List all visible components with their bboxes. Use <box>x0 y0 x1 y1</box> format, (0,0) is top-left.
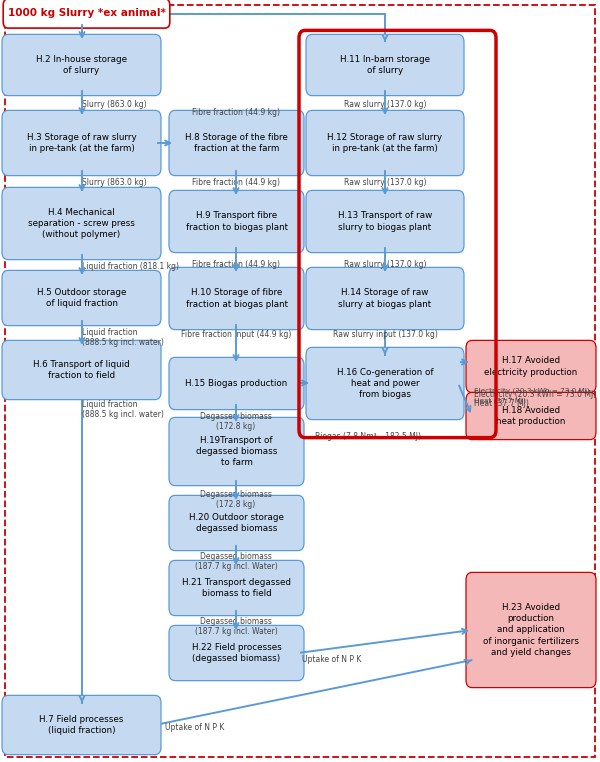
Text: Raw slurry (137.0 kg): Raw slurry (137.0 kg) <box>344 100 426 109</box>
FancyBboxPatch shape <box>306 267 464 330</box>
Text: Heat (37.7 MJ): Heat (37.7 MJ) <box>474 398 526 405</box>
Text: H.5 Outdoor storage
of liquid fraction: H.5 Outdoor storage of liquid fraction <box>37 288 126 308</box>
Text: Raw slurry input (137.0 kg): Raw slurry input (137.0 kg) <box>332 330 437 339</box>
FancyBboxPatch shape <box>169 267 304 330</box>
Text: H.6 Transport of liquid
fraction to field: H.6 Transport of liquid fraction to fiel… <box>33 360 130 380</box>
Text: H.13 Transport of raw
slurry to biogas plant: H.13 Transport of raw slurry to biogas p… <box>338 211 432 232</box>
Text: H.4 Mechanical
separation - screw press
(without polymer): H.4 Mechanical separation - screw press … <box>28 208 135 239</box>
FancyBboxPatch shape <box>169 560 304 616</box>
FancyBboxPatch shape <box>169 418 304 485</box>
FancyBboxPatch shape <box>306 347 464 420</box>
Text: Degassed biomass
(172.8 kg): Degassed biomass (172.8 kg) <box>200 412 272 431</box>
Text: Electricity (20.3 kWh = 73.0 MJ): Electricity (20.3 kWh = 73.0 MJ) <box>474 388 590 395</box>
Text: H.10 Storage of fibre
fraction at biogas plant: H.10 Storage of fibre fraction at biogas… <box>185 289 287 309</box>
Text: Fibre fraction input (44.9 kg): Fibre fraction input (44.9 kg) <box>181 330 291 339</box>
FancyBboxPatch shape <box>169 110 304 175</box>
FancyBboxPatch shape <box>2 271 161 325</box>
Text: H.3 Storage of raw slurry
in pre-tank (at the farm): H.3 Storage of raw slurry in pre-tank (a… <box>26 133 136 153</box>
Text: Fibre fraction (44.9 kg): Fibre fraction (44.9 kg) <box>192 178 280 187</box>
Text: Biogas (7.8 Nm³ – 182.5 MJ): Biogas (7.8 Nm³ – 182.5 MJ) <box>315 432 421 441</box>
FancyBboxPatch shape <box>169 357 304 410</box>
Text: H.9 Transport fibre
fraction to biogas plant: H.9 Transport fibre fraction to biogas p… <box>185 211 287 232</box>
Text: Uptake of N P K: Uptake of N P K <box>302 655 361 664</box>
FancyBboxPatch shape <box>169 190 304 253</box>
Text: H.12 Storage of raw slurry
in pre-tank (at the farm): H.12 Storage of raw slurry in pre-tank (… <box>328 133 442 153</box>
Text: Slurry (863.0 kg): Slurry (863.0 kg) <box>82 178 146 187</box>
Text: Liquid fraction
(888.5 kg incl. water): Liquid fraction (888.5 kg incl. water) <box>82 400 164 419</box>
FancyBboxPatch shape <box>2 696 161 754</box>
Text: Raw slurry (137.0 kg): Raw slurry (137.0 kg) <box>344 260 426 269</box>
Text: Degassed biomass
(187.7 kg incl. Water): Degassed biomass (187.7 kg incl. Water) <box>194 552 277 572</box>
FancyBboxPatch shape <box>3 0 170 28</box>
Text: Fibre fraction (44.9 kg): Fibre fraction (44.9 kg) <box>192 108 280 117</box>
Text: H.7 Field processes
(liquid fraction): H.7 Field processes (liquid fraction) <box>40 715 124 735</box>
Text: H.8 Storage of the fibre
fraction at the farm: H.8 Storage of the fibre fraction at the… <box>185 133 288 153</box>
Text: H.17 Avoided
electricity production: H.17 Avoided electricity production <box>484 357 578 376</box>
Text: Raw slurry (137.0 kg): Raw slurry (137.0 kg) <box>344 178 426 187</box>
Text: Degassed biomass
(172.8 kg): Degassed biomass (172.8 kg) <box>200 490 272 510</box>
FancyBboxPatch shape <box>2 34 161 95</box>
Text: Uptake of N P K: Uptake of N P K <box>165 723 224 732</box>
Text: Electricity (20.3 kWh = 73.0 MJ): Electricity (20.3 kWh = 73.0 MJ) <box>474 390 596 399</box>
Text: Heat (37.7 MJ): Heat (37.7 MJ) <box>474 399 529 408</box>
FancyBboxPatch shape <box>2 110 161 175</box>
Text: Degassed biomass
(187.7 kg incl. Water): Degassed biomass (187.7 kg incl. Water) <box>194 617 277 636</box>
Text: H.16 Co-generation of
heat and power
from biogas: H.16 Co-generation of heat and power fro… <box>337 368 433 399</box>
Text: H.21 Transport degassed
biomass to field: H.21 Transport degassed biomass to field <box>182 578 291 598</box>
FancyBboxPatch shape <box>306 190 464 253</box>
FancyBboxPatch shape <box>466 392 596 440</box>
Text: H.18 Avoided
heat production: H.18 Avoided heat production <box>496 406 566 426</box>
Text: H.11 In-barn storage
of slurry: H.11 In-barn storage of slurry <box>340 55 430 75</box>
Text: 1000 kg Slurry *ex animal*: 1000 kg Slurry *ex animal* <box>8 8 166 18</box>
FancyBboxPatch shape <box>466 572 596 687</box>
FancyBboxPatch shape <box>169 626 304 680</box>
Text: Liquid fraction (818.1 kg): Liquid fraction (818.1 kg) <box>82 262 179 271</box>
FancyBboxPatch shape <box>466 341 596 392</box>
Text: H.2 In-house storage
of slurry: H.2 In-house storage of slurry <box>36 55 127 75</box>
FancyBboxPatch shape <box>169 495 304 551</box>
FancyBboxPatch shape <box>2 187 161 260</box>
Text: H.15 Biogas production: H.15 Biogas production <box>185 379 287 388</box>
FancyBboxPatch shape <box>306 110 464 175</box>
FancyBboxPatch shape <box>2 341 161 399</box>
Text: H.19Transport of
degassed biomass
to farm: H.19Transport of degassed biomass to far… <box>196 436 277 467</box>
Text: Slurry (863.0 kg): Slurry (863.0 kg) <box>82 100 146 109</box>
Text: H.20 Outdoor storage
degassed biomass: H.20 Outdoor storage degassed biomass <box>189 513 284 533</box>
Text: H.22 Field processes
(degassed biomass): H.22 Field processes (degassed biomass) <box>191 643 281 663</box>
Text: H.14 Storage of raw
slurry at biogas plant: H.14 Storage of raw slurry at biogas pla… <box>338 289 431 309</box>
FancyBboxPatch shape <box>306 34 464 95</box>
Text: H.23 Avoided
production
and application
of inorganic fertilizers
and yield chang: H.23 Avoided production and application … <box>483 604 579 657</box>
Text: Fibre fraction (44.9 kg): Fibre fraction (44.9 kg) <box>192 260 280 269</box>
Text: Liquid fraction
(888.5 kg incl. water): Liquid fraction (888.5 kg incl. water) <box>82 328 164 347</box>
